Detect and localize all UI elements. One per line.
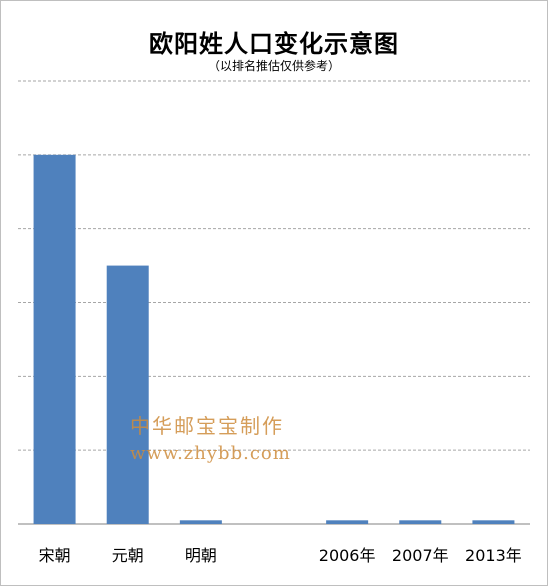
bar xyxy=(179,520,222,524)
x-tick-label: 2013年 xyxy=(465,546,522,565)
x-tick-label: 宋朝 xyxy=(39,546,71,565)
watermark-url: www.zhybb.com xyxy=(130,443,291,464)
x-tick-label: 明朝 xyxy=(185,546,217,565)
chart-title: 欧阳姓人口变化示意图 xyxy=(149,29,399,58)
bar xyxy=(106,265,149,524)
watermark-text: 中华邮宝宝制作 xyxy=(130,414,284,438)
chart-subtitle: （以排名推估仅供参考） xyxy=(207,59,340,73)
bar xyxy=(326,520,369,524)
x-tick-label: 2007年 xyxy=(392,546,449,565)
x-tick-label: 2006年 xyxy=(319,546,376,565)
bar xyxy=(33,154,76,525)
bar xyxy=(472,520,515,524)
x-tick-label: 元朝 xyxy=(112,546,144,565)
bar xyxy=(399,520,442,524)
